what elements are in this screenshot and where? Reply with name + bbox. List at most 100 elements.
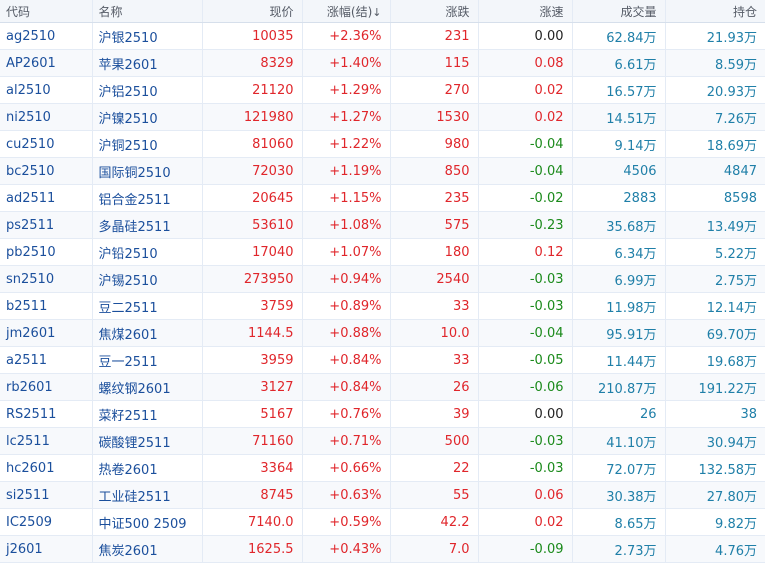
cell-change-pct: +0.71% <box>302 427 391 455</box>
cell-code: jm2601 <box>0 319 93 347</box>
column-header-speed[interactable]: 涨速 <box>478 0 573 23</box>
cell-open-interest: 5.22万 <box>665 238 765 266</box>
cell-volume: 16.57万 <box>572 76 666 104</box>
cell-name: 热卷2601 <box>92 454 203 482</box>
cell-change-pct: +2.36% <box>302 22 391 50</box>
cell-name: 沪银2510 <box>92 22 203 50</box>
cell-name: 沪铜2510 <box>92 130 203 158</box>
table-row[interactable]: ad2511 铝合金2511 20645 +1.15% 235 -0.02 2883 8598 <box>0 184 765 212</box>
table-row[interactable]: j2601 焦炭2601 1625.5 +0.43% 7.0 -0.09 2.73万 4.76… <box>0 535 765 563</box>
cell-change-pct: +1.07% <box>302 238 391 266</box>
table-row[interactable]: rb2601 螺纹钢2601 3127 +0.84% 26 -0.06 210.87万 191… <box>0 373 765 401</box>
table-row[interactable]: a2511 豆一2511 3959 +0.84% 33 -0.05 11.44万 19.68万 <box>0 346 765 374</box>
cell-code: lc2511 <box>0 427 93 455</box>
cell-volume: 26 <box>572 400 666 428</box>
cell-change: 231 <box>390 22 479 50</box>
cell-speed: -0.03 <box>478 292 573 320</box>
cell-code: a2511 <box>0 346 93 374</box>
cell-price: 53610 <box>202 211 303 239</box>
cell-open-interest: 30.94万 <box>665 427 765 455</box>
cell-code: AP2601 <box>0 49 93 77</box>
cell-name: 沪铅2510 <box>92 238 203 266</box>
column-header-name[interactable]: 名称 <box>92 0 203 23</box>
cell-name: 螺纹钢2601 <box>92 373 203 401</box>
cell-price: 71160 <box>202 427 303 455</box>
cell-speed: -0.04 <box>478 157 573 185</box>
cell-speed: -0.04 <box>478 319 573 347</box>
cell-code: bc2510 <box>0 157 93 185</box>
cell-change-pct: +0.66% <box>302 454 391 482</box>
cell-open-interest: 13.49万 <box>665 211 765 239</box>
table-row[interactable]: si2511 工业硅2511 8745 +0.63% 55 0.06 30.38万 27.80… <box>0 481 765 509</box>
cell-price: 81060 <box>202 130 303 158</box>
table-row[interactable]: ag2510 沪银2510 10035 +2.36% 231 0.00 62.84万 21.9… <box>0 22 765 50</box>
table-row[interactable]: ni2510 沪镍2510 121980 +1.27% 1530 0.02 14.51万 7.… <box>0 103 765 131</box>
cell-change-pct: +0.84% <box>302 346 391 374</box>
cell-open-interest: 12.14万 <box>665 292 765 320</box>
table-row[interactable]: hc2601 热卷2601 3364 +0.66% 22 -0.03 72.07万 132.5… <box>0 454 765 482</box>
column-header-open-interest[interactable]: 持仓 <box>665 0 765 23</box>
cell-open-interest: 8598 <box>665 184 765 212</box>
header-row: 代码 名称 现价 涨幅(结)↓ 涨跌 涨速 成交量 持仓 <box>0 0 765 23</box>
cell-name: 豆一2511 <box>92 346 203 374</box>
cell-open-interest: 2.75万 <box>665 265 765 293</box>
cell-open-interest: 27.80万 <box>665 481 765 509</box>
table-row[interactable]: pb2510 沪铅2510 17040 +1.07% 180 0.12 6.34万 5.22万 <box>0 238 765 266</box>
cell-price: 3959 <box>202 346 303 374</box>
cell-name: 沪锡2510 <box>92 265 203 293</box>
cell-speed: -0.05 <box>478 346 573 374</box>
table-row[interactable]: AP2601 苹果2601 8329 +1.40% 115 0.08 6.61万 8.59万 <box>0 49 765 77</box>
cell-volume: 35.68万 <box>572 211 666 239</box>
cell-price: 72030 <box>202 157 303 185</box>
table-row[interactable]: RS2511 菜籽2511 5167 +0.76% 39 0.00 26 38 <box>0 400 765 428</box>
cell-volume: 6.34万 <box>572 238 666 266</box>
cell-volume: 14.51万 <box>572 103 666 131</box>
table-row[interactable]: sn2510 沪锡2510 273950 +0.94% 2540 -0.03 6.99万 2.… <box>0 265 765 293</box>
column-header-volume[interactable]: 成交量 <box>572 0 666 23</box>
cell-code: sn2510 <box>0 265 93 293</box>
cell-change-pct: +0.59% <box>302 508 391 536</box>
cell-price: 121980 <box>202 103 303 131</box>
column-header-code[interactable]: 代码 <box>0 0 93 23</box>
cell-change: 980 <box>390 130 479 158</box>
cell-volume: 30.38万 <box>572 481 666 509</box>
cell-change-pct: +0.89% <box>302 292 391 320</box>
cell-speed: -0.03 <box>478 265 573 293</box>
column-header-change-pct[interactable]: 涨幅(结)↓ <box>302 0 391 23</box>
table-row[interactable]: jm2601 焦煤2601 1144.5 +0.88% 10.0 -0.04 95.91万 6… <box>0 319 765 347</box>
cell-price: 1625.5 <box>202 535 303 563</box>
cell-name: 碳酸锂2511 <box>92 427 203 455</box>
cell-change-pct: +1.22% <box>302 130 391 158</box>
column-header-change[interactable]: 涨跌 <box>390 0 479 23</box>
cell-volume: 2883 <box>572 184 666 212</box>
cell-volume: 9.14万 <box>572 130 666 158</box>
column-header-price[interactable]: 现价 <box>202 0 303 23</box>
cell-change-pct: +0.94% <box>302 265 391 293</box>
cell-change: 55 <box>390 481 479 509</box>
sort-descending-icon: ↓ <box>372 5 382 19</box>
quote-rows: ag2510 沪银2510 10035 +2.36% 231 0.00 62.84万 21.9… <box>0 22 765 563</box>
cell-price: 1144.5 <box>202 319 303 347</box>
cell-open-interest: 4.76万 <box>665 535 765 563</box>
cell-price: 21120 <box>202 76 303 104</box>
table-row[interactable]: IC2509 中证500 2509 7140.0 +0.59% 42.2 0.02 8.65… <box>0 508 765 536</box>
table-row[interactable]: ps2511 多晶硅2511 53610 +1.08% 575 -0.23 35.68万 13… <box>0 211 765 239</box>
cell-name: 多晶硅2511 <box>92 211 203 239</box>
cell-change: 500 <box>390 427 479 455</box>
cell-open-interest: 19.68万 <box>665 346 765 374</box>
table-row[interactable]: bc2510 国际铜2510 72030 +1.19% 850 -0.04 4506 4847 <box>0 157 765 185</box>
cell-name: 豆二2511 <box>92 292 203 320</box>
cell-open-interest: 132.58万 <box>665 454 765 482</box>
cell-speed: 0.00 <box>478 22 573 50</box>
cell-volume: 72.07万 <box>572 454 666 482</box>
cell-price: 17040 <box>202 238 303 266</box>
table-row[interactable]: cu2510 沪铜2510 81060 +1.22% 980 -0.04 9.14万 18.6… <box>0 130 765 158</box>
cell-speed: -0.09 <box>478 535 573 563</box>
table-row[interactable]: b2511 豆二2511 3759 +0.89% 33 -0.03 11.98万 12.14万 <box>0 292 765 320</box>
cell-speed: -0.06 <box>478 373 573 401</box>
cell-volume: 62.84万 <box>572 22 666 50</box>
cell-open-interest: 20.93万 <box>665 76 765 104</box>
cell-open-interest: 4847 <box>665 157 765 185</box>
table-row[interactable]: lc2511 碳酸锂2511 71160 +0.71% 500 -0.03 41.10万 30… <box>0 427 765 455</box>
table-row[interactable]: al2510 沪铝2510 21120 +1.29% 270 0.02 16.57万 20.9… <box>0 76 765 104</box>
